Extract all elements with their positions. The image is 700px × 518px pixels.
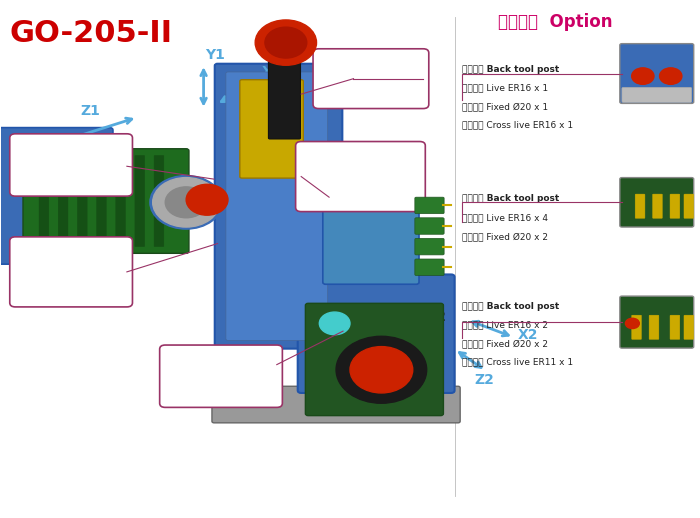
- FancyBboxPatch shape: [415, 238, 444, 255]
- FancyBboxPatch shape: [620, 296, 694, 348]
- FancyBboxPatch shape: [97, 155, 106, 247]
- Text: 背面刀座: 背面刀座: [307, 151, 332, 161]
- FancyBboxPatch shape: [298, 275, 454, 393]
- FancyBboxPatch shape: [10, 237, 132, 307]
- FancyBboxPatch shape: [268, 47, 300, 139]
- FancyBboxPatch shape: [684, 315, 694, 339]
- Text: 端面固定 Fixed Ø20 x 2: 端面固定 Fixed Ø20 x 2: [461, 233, 547, 241]
- Text: 側面動力 Cross live ER16 x 1: 側面動力 Cross live ER16 x 1: [461, 121, 573, 130]
- Text: 左邊動力刀座: 左邊動力刀座: [21, 246, 58, 256]
- Circle shape: [165, 187, 207, 218]
- Text: Fixed ID tool post: Fixed ID tool post: [324, 70, 409, 80]
- Text: 背面刀座 Back tool post: 背面刀座 Back tool post: [461, 302, 559, 311]
- FancyBboxPatch shape: [631, 315, 641, 339]
- FancyBboxPatch shape: [684, 194, 694, 218]
- Text: Ø20 x 4: Ø20 x 4: [324, 83, 363, 93]
- FancyBboxPatch shape: [415, 218, 444, 234]
- FancyBboxPatch shape: [415, 259, 444, 276]
- Text: □12 x 2: □12 x 2: [21, 168, 61, 178]
- FancyBboxPatch shape: [313, 49, 429, 109]
- FancyBboxPatch shape: [160, 345, 282, 407]
- Circle shape: [256, 20, 316, 65]
- Text: 端面動力 Live ER16 x 2: 端面動力 Live ER16 x 2: [461, 320, 547, 329]
- FancyBboxPatch shape: [215, 64, 342, 349]
- FancyBboxPatch shape: [670, 315, 680, 339]
- Circle shape: [265, 27, 307, 58]
- FancyBboxPatch shape: [10, 134, 132, 196]
- FancyBboxPatch shape: [23, 149, 189, 253]
- Text: □12 x 3: □12 x 3: [171, 379, 211, 389]
- Text: 端面固定 Fixed Ø20 x 2: 端面固定 Fixed Ø20 x 2: [461, 339, 547, 348]
- Text: X2: X2: [517, 328, 538, 342]
- Text: 動力 Live ER16 x 2
固定 Fixed Ø20 x 2: 動力 Live ER16 x 2 固定 Fixed Ø20 x 2: [307, 176, 389, 197]
- Circle shape: [186, 184, 228, 215]
- FancyBboxPatch shape: [135, 155, 145, 247]
- Text: 右邊外徑刀座: 右邊外徑刀座: [171, 354, 209, 364]
- FancyBboxPatch shape: [415, 197, 444, 213]
- Text: Left OD tool post: Left OD tool post: [21, 155, 104, 165]
- Circle shape: [631, 68, 654, 84]
- Circle shape: [153, 178, 220, 227]
- Text: 背面刀座 Back tool post: 背面刀座 Back tool post: [461, 65, 559, 74]
- Text: C2: C2: [427, 310, 447, 324]
- Text: 端面動力 Live ER16 x 1: 端面動力 Live ER16 x 1: [461, 83, 547, 92]
- FancyBboxPatch shape: [635, 194, 645, 218]
- Circle shape: [625, 318, 639, 328]
- Text: C1: C1: [240, 224, 260, 238]
- Circle shape: [336, 336, 427, 403]
- Text: Right OD tool post: Right OD tool post: [171, 367, 261, 377]
- FancyBboxPatch shape: [212, 386, 460, 423]
- Text: Back tool post: Back tool post: [307, 163, 377, 173]
- Circle shape: [350, 347, 413, 393]
- Text: GO-205-II: GO-205-II: [10, 19, 173, 48]
- Circle shape: [319, 312, 350, 335]
- Text: Z1: Z1: [80, 104, 101, 118]
- Text: Z2: Z2: [475, 373, 494, 387]
- FancyBboxPatch shape: [240, 80, 303, 178]
- Text: 左邊外徑刀座: 左邊外徑刀座: [21, 143, 58, 153]
- Circle shape: [150, 176, 223, 229]
- Text: Y1: Y1: [205, 48, 225, 62]
- Text: 端面動力 Live ER16 x 4: 端面動力 Live ER16 x 4: [461, 213, 547, 222]
- FancyBboxPatch shape: [670, 194, 680, 218]
- FancyBboxPatch shape: [622, 88, 692, 103]
- FancyBboxPatch shape: [620, 44, 694, 104]
- Circle shape: [659, 68, 682, 84]
- Text: 側面動力 Cross live ER11 x 1: 側面動力 Cross live ER11 x 1: [461, 357, 573, 366]
- FancyBboxPatch shape: [305, 304, 443, 415]
- FancyBboxPatch shape: [652, 194, 662, 218]
- FancyBboxPatch shape: [620, 178, 694, 227]
- FancyBboxPatch shape: [154, 155, 164, 247]
- FancyBboxPatch shape: [0, 127, 113, 264]
- FancyBboxPatch shape: [116, 155, 125, 247]
- FancyBboxPatch shape: [78, 155, 87, 247]
- Text: Left live tool post: Left live tool post: [21, 258, 106, 268]
- FancyBboxPatch shape: [295, 141, 426, 211]
- Text: 端面固定 Fixed Ø20 x 1: 端面固定 Fixed Ø20 x 1: [461, 102, 547, 111]
- Text: ER16 x 2
ER11 x 2: ER16 x 2 ER11 x 2: [21, 271, 64, 293]
- Text: 選配規格  Option: 選配規格 Option: [498, 13, 613, 31]
- Text: X1: X1: [262, 65, 282, 79]
- FancyBboxPatch shape: [226, 72, 328, 340]
- Text: 背面刀座 Back tool post: 背面刀座 Back tool post: [461, 194, 559, 203]
- FancyBboxPatch shape: [58, 155, 68, 247]
- Text: 固定內徑刀座: 固定內徑刀座: [324, 58, 362, 68]
- FancyBboxPatch shape: [323, 159, 419, 284]
- FancyBboxPatch shape: [649, 315, 659, 339]
- FancyBboxPatch shape: [39, 155, 49, 247]
